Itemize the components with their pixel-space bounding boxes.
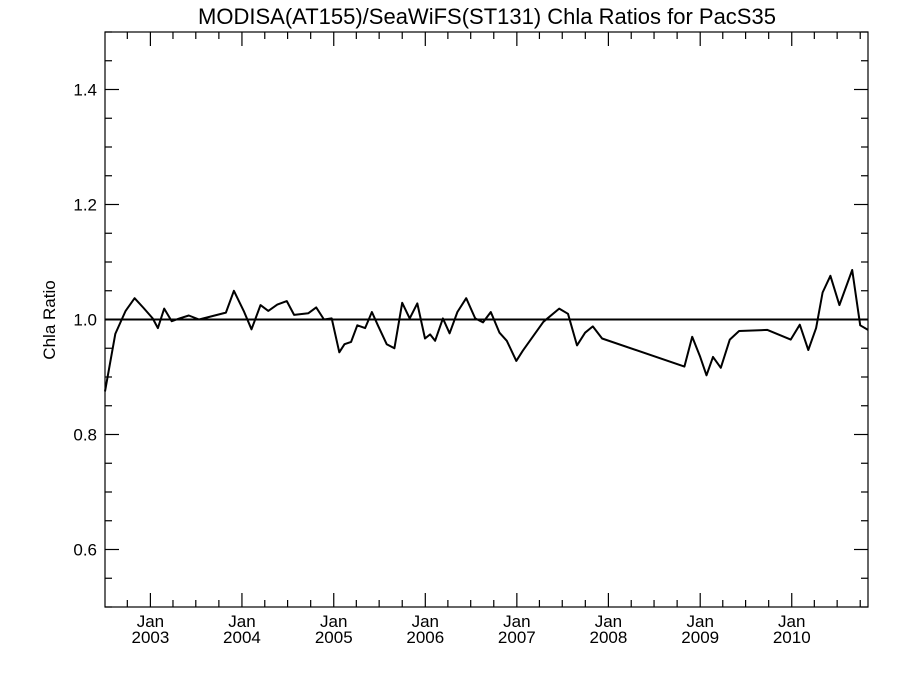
- x-tick-label-year: 2010: [773, 628, 811, 647]
- y-tick-label: 1.0: [73, 311, 97, 330]
- y-tick-label: 1.4: [73, 81, 97, 100]
- x-tick-label-month: Jan: [778, 612, 805, 631]
- y-tick-label: 0.6: [73, 541, 97, 560]
- x-tick-label-year: 2003: [131, 628, 169, 647]
- axis-ticks: [105, 31, 868, 608]
- x-tick-label-year: 2004: [223, 628, 261, 647]
- x-tick-label-year: 2005: [315, 628, 353, 647]
- x-tick-label-year: 2008: [589, 628, 627, 647]
- axis-tick-labels: 0.60.81.01.21.4Jan2003Jan2004Jan2005Jan2…: [73, 81, 810, 648]
- y-tick-label: 0.8: [73, 426, 97, 445]
- series-line: [104, 269, 869, 392]
- x-tick-label-month: Jan: [137, 612, 164, 631]
- x-tick-label-month: Jan: [686, 612, 713, 631]
- x-tick-label-year: 2009: [681, 628, 719, 647]
- chart-title: MODISA(AT155)/SeaWiFS(ST131) Chla Ratios…: [198, 4, 776, 29]
- x-tick-label-year: 2007: [498, 628, 536, 647]
- x-tick-label-month: Jan: [412, 612, 439, 631]
- x-tick-label-month: Jan: [503, 612, 530, 631]
- x-tick-label-month: Jan: [595, 612, 622, 631]
- x-tick-label-month: Jan: [228, 612, 255, 631]
- y-tick-label: 1.2: [73, 196, 97, 215]
- x-tick-label-year: 2006: [406, 628, 444, 647]
- x-tick-label-month: Jan: [320, 612, 347, 631]
- y-axis-label: Chla Ratio: [40, 280, 59, 359]
